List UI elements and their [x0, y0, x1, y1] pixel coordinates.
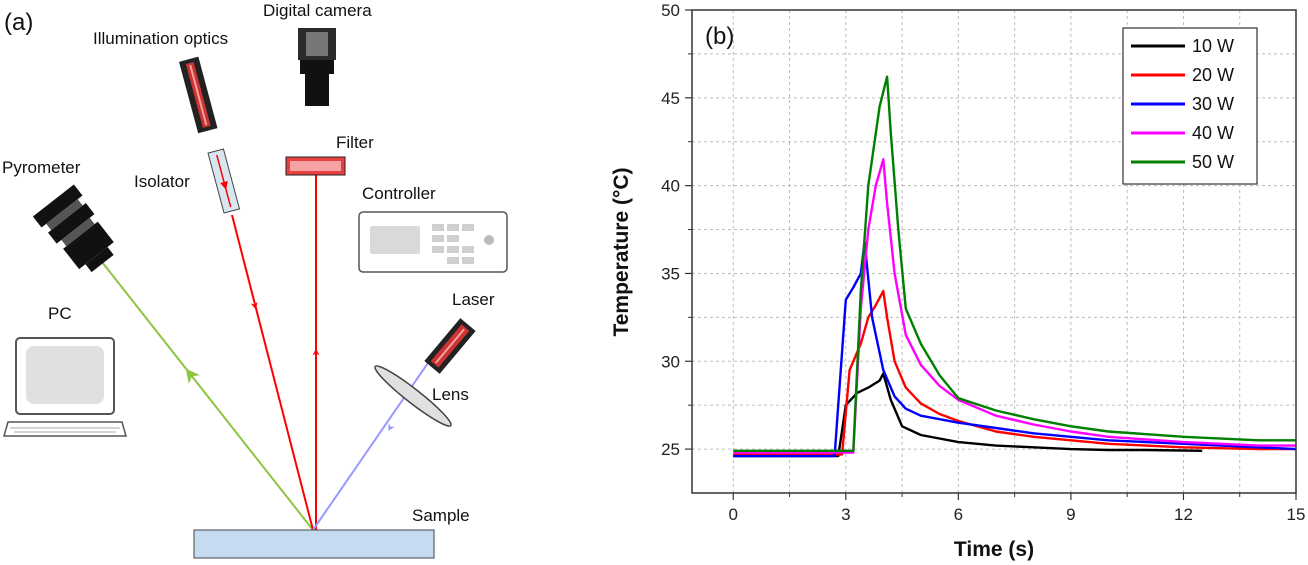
series-lines [733, 75, 1297, 458]
lens-icon [374, 365, 452, 427]
pc-icon [3, 337, 127, 437]
label-lens: Lens [432, 385, 469, 404]
sample-plate [193, 529, 435, 559]
x-tick-label: 0 [729, 505, 738, 524]
x-axis-title: Time (s) [954, 538, 1034, 561]
x-tick-label: 15 [1287, 505, 1306, 524]
y-tick-label: 30 [661, 352, 680, 371]
y-tick-label: 40 [661, 177, 680, 196]
label-digital-camera: Digital camera [263, 1, 372, 20]
x-tick-label: 9 [1066, 505, 1075, 524]
illumination-optics-icon [179, 56, 218, 134]
temperature-chart: 0 3 6 9 12 15 25 30 35 40 45 50 (b) Time (s) Temper… [610, 1, 1305, 561]
pyrometer-icon [32, 184, 114, 273]
legend-box [1122, 27, 1258, 185]
label-laser: Laser [452, 290, 495, 309]
x-tick-label: 6 [954, 505, 963, 524]
axis-ticks: 0 3 6 9 12 15 25 30 35 40 45 50 [661, 1, 1305, 524]
legend-label: 40 W [1192, 123, 1234, 143]
series-line-30w [733, 240, 1297, 458]
y-tick-label: 45 [661, 89, 680, 108]
panel-label-b: (b) [705, 23, 734, 50]
label-illumination-optics: Illumination optics [93, 29, 228, 48]
laser-beam [312, 359, 431, 531]
y-tick-label: 25 [661, 440, 680, 459]
y-tick-label: 35 [661, 264, 680, 283]
label-controller: Controller [362, 184, 436, 203]
camera-icon [298, 28, 336, 106]
series-line-20w [733, 289, 1296, 456]
legend-label: 50 W [1192, 152, 1234, 172]
filter-icon [285, 156, 346, 176]
legend-label: 10 W [1192, 36, 1234, 56]
y-tick-label: 50 [661, 1, 680, 20]
plot-frame [691, 9, 1297, 494]
series-line-50w [733, 75, 1296, 452]
y-axis-title: Temperature (°C) [610, 167, 633, 336]
label-pyrometer: Pyrometer [2, 158, 81, 177]
controller-icon [358, 211, 508, 273]
label-sample: Sample [412, 506, 470, 525]
legend: 10 W 20 W 30 W 40 W 50 W [1122, 27, 1258, 185]
x-tick-label: 12 [1174, 505, 1193, 524]
series-line-40w [733, 158, 1296, 454]
panel-label-a: (a) [4, 9, 33, 36]
illumination-beam [231, 214, 314, 531]
legend-label: 30 W [1192, 94, 1234, 114]
setup-diagram: (a) Sample Digital camera Filter [2, 1, 508, 559]
legend-label: 20 W [1192, 65, 1234, 85]
isolator-icon [207, 148, 241, 214]
x-tick-label: 3 [841, 505, 850, 524]
legend-items: 10 W 20 W 30 W 40 W 50 W [1131, 36, 1234, 172]
laser-icon [424, 318, 476, 374]
label-filter: Filter [336, 133, 374, 152]
label-isolator: Isolator [134, 172, 190, 191]
pyrometer-beam [101, 261, 314, 531]
series-line-10w [733, 372, 1203, 458]
label-pc: PC [48, 304, 72, 323]
